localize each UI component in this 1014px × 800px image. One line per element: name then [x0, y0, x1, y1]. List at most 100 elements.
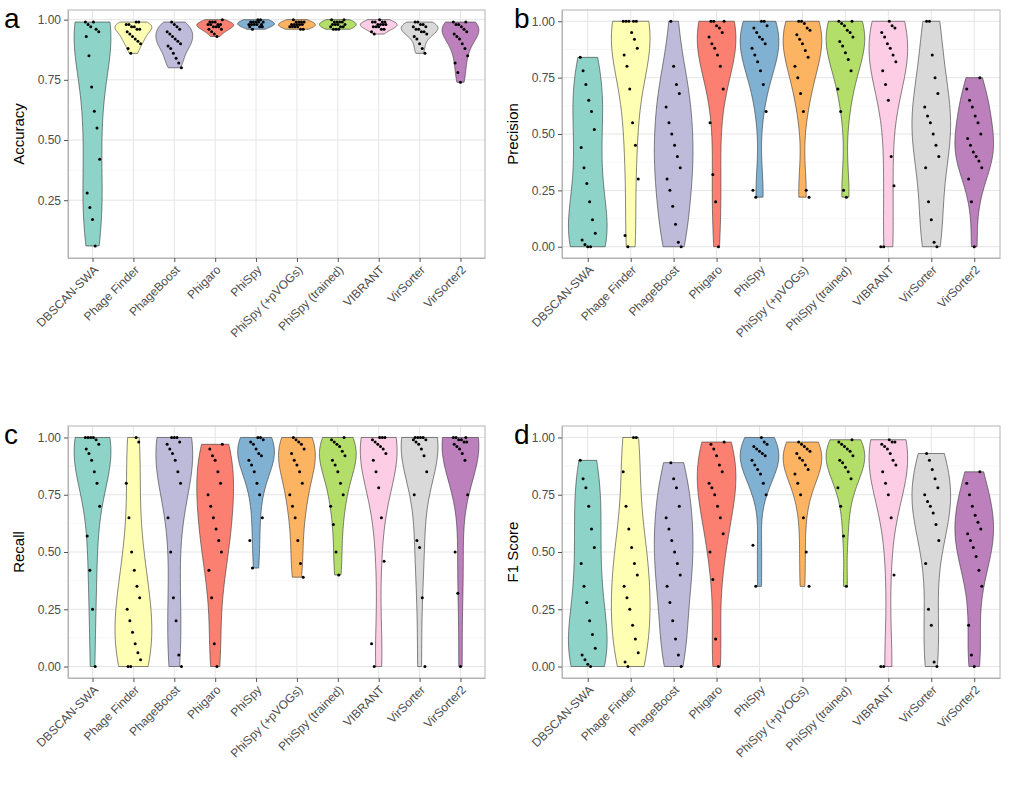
- point: [220, 28, 223, 31]
- point: [167, 45, 170, 48]
- point: [166, 443, 169, 446]
- point: [931, 54, 934, 57]
- point: [760, 436, 763, 439]
- point: [456, 71, 459, 74]
- tick-label: 1.00: [38, 13, 62, 27]
- point: [668, 601, 671, 604]
- tick: 0.50: [532, 127, 562, 141]
- point: [331, 23, 334, 26]
- point: [89, 436, 92, 439]
- point: [765, 493, 768, 496]
- point: [714, 638, 717, 641]
- point: [627, 20, 630, 23]
- point: [891, 441, 894, 444]
- point: [622, 470, 625, 473]
- tick: 0.50: [38, 133, 68, 147]
- point: [934, 76, 937, 79]
- tick: VIBRANT: [340, 678, 387, 729]
- point: [669, 20, 672, 23]
- point: [259, 18, 262, 21]
- tick: 0.50: [38, 545, 68, 559]
- axis-line: [562, 427, 563, 679]
- tick-mark: [802, 258, 803, 262]
- point: [635, 20, 638, 23]
- point: [458, 447, 461, 450]
- point: [208, 447, 211, 450]
- violin: [869, 440, 908, 667]
- point: [339, 25, 342, 28]
- tick: VirSorter: [896, 678, 939, 726]
- point: [666, 585, 669, 588]
- point: [713, 47, 716, 50]
- point: [139, 658, 142, 661]
- point: [759, 69, 762, 72]
- point: [416, 436, 419, 439]
- point: [422, 23, 425, 26]
- point: [979, 133, 982, 136]
- point: [375, 470, 378, 473]
- violin: [783, 21, 822, 197]
- tick: PhageBoost: [626, 678, 683, 739]
- point: [594, 647, 597, 650]
- point: [464, 436, 467, 439]
- tick-mark: [215, 258, 216, 262]
- point: [805, 551, 808, 554]
- point: [460, 25, 463, 28]
- point: [672, 65, 675, 68]
- tick: Phigaro: [184, 678, 223, 722]
- point: [933, 660, 936, 663]
- point: [624, 234, 627, 237]
- violin: [156, 22, 193, 68]
- point: [333, 441, 336, 444]
- violin: [697, 442, 736, 667]
- point: [461, 42, 464, 45]
- tick-mark: [558, 190, 562, 191]
- point: [177, 61, 180, 64]
- point: [586, 245, 589, 248]
- point: [883, 445, 886, 448]
- tick-mark: [845, 678, 846, 682]
- point: [127, 665, 130, 668]
- tick-label: PhiSpy (+pVOGs): [228, 683, 306, 761]
- point: [581, 654, 584, 657]
- point: [589, 245, 592, 248]
- tick-label: 0.75: [532, 71, 556, 85]
- point: [675, 486, 678, 489]
- plot-background: [562, 426, 1000, 678]
- point: [337, 573, 340, 576]
- marks: [568, 20, 993, 248]
- tick-label: PhageBoost: [626, 262, 683, 319]
- point: [169, 47, 172, 50]
- point: [935, 245, 938, 248]
- figure: 0.250.500.751.00DBSCAN-SWAPhage FinderPh…: [0, 0, 1014, 800]
- point: [676, 562, 679, 565]
- tick-label: Phigaro: [184, 263, 223, 302]
- tick: VirSorter2: [935, 678, 983, 731]
- point: [637, 651, 640, 654]
- point: [255, 482, 258, 485]
- point: [625, 20, 628, 23]
- point: [710, 42, 713, 45]
- point: [625, 505, 628, 508]
- violin: [279, 20, 316, 30]
- tick-mark: [760, 678, 761, 682]
- point: [425, 33, 428, 36]
- point: [762, 83, 765, 86]
- point: [754, 585, 757, 588]
- point: [210, 596, 213, 599]
- point: [971, 505, 974, 508]
- point: [765, 110, 768, 113]
- point: [753, 463, 756, 466]
- point: [257, 452, 260, 455]
- tick-mark: [558, 495, 562, 496]
- violin: [360, 20, 397, 34]
- point: [215, 35, 218, 38]
- point: [751, 189, 754, 192]
- tick-label: PhiSpy (trained): [783, 683, 854, 754]
- point: [84, 436, 87, 439]
- tick-mark: [802, 678, 803, 682]
- point: [414, 21, 417, 24]
- point: [593, 546, 596, 549]
- point: [680, 665, 683, 668]
- point: [413, 493, 416, 496]
